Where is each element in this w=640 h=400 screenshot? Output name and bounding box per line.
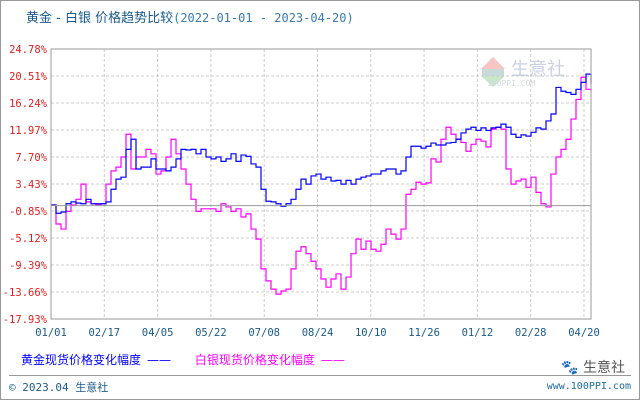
legend-gold-swatch: —— bbox=[147, 353, 172, 367]
x-tick-label: 01/12 bbox=[462, 327, 494, 339]
x-tick-label: 02/28 bbox=[515, 327, 547, 339]
gold-series-line bbox=[51, 73, 592, 214]
y-tick-label: -13.66% bbox=[3, 287, 48, 299]
brand-text: 生意社 bbox=[583, 360, 625, 376]
watermark-logo: 生意社 100PPI.COM bbox=[481, 57, 565, 88]
site-link[interactable]: www.100PPI.com bbox=[546, 381, 631, 392]
x-tick-label: 05/22 bbox=[195, 327, 227, 339]
y-tick-label: 24.78% bbox=[9, 44, 48, 56]
x-tick-label: 02/17 bbox=[88, 327, 120, 339]
legend-silver-label: 白银现货价格变化幅度 bbox=[194, 353, 315, 367]
x-tick-label: 01/01 bbox=[35, 327, 67, 339]
x-tick-label: 11/26 bbox=[408, 327, 440, 339]
x-tick-label: 04/20 bbox=[568, 327, 600, 339]
plot-frame bbox=[50, 48, 592, 320]
line-chart: 生意社 100PPI.COM 24.78% 20.51% 16.24% 11.97% 7… bbox=[3, 44, 600, 339]
x-tick-label: 08/24 bbox=[302, 327, 334, 339]
brand-logo: 🐾 生意社 bbox=[561, 360, 625, 376]
y-tick-label: -0.85% bbox=[9, 206, 48, 218]
x-tick-label: 04/05 bbox=[142, 327, 174, 339]
y-tick-label: -9.39% bbox=[9, 260, 48, 272]
legend-silver-swatch: —— bbox=[320, 353, 345, 367]
y-tick-label: 7.70% bbox=[15, 152, 47, 164]
legend: 黄金现货价格变化幅度 —— 白银现货价格变化幅度 —— bbox=[21, 351, 351, 368]
x-tick-label: 10/10 bbox=[355, 327, 387, 339]
footer-divider bbox=[9, 375, 631, 376]
y-tick-label: -5.12% bbox=[9, 233, 48, 245]
y-tick-label: -17.93% bbox=[3, 314, 48, 326]
x-tick-label: 07/08 bbox=[248, 327, 280, 339]
watermark-text: 生意社 bbox=[511, 59, 565, 80]
legend-gold-label: 黄金现货价格变化幅度 bbox=[21, 353, 142, 367]
y-tick-label: 16.24% bbox=[9, 98, 48, 110]
y-tick-label: 3.43% bbox=[15, 179, 47, 191]
watermark-url: 100PPI.COM bbox=[487, 79, 535, 88]
chart-title: 黄金 - 白银 价格趋势比较(2022-01-01 - 2023-04-20) bbox=[26, 7, 354, 26]
silver-series-line bbox=[51, 76, 592, 295]
title-range: (2022-01-01 - 2023-04-20) bbox=[173, 11, 354, 25]
y-tick-label: 20.51% bbox=[9, 71, 48, 83]
copyright: © 2023.04 生意社 bbox=[9, 381, 109, 394]
y-tick-label: 11.97% bbox=[9, 125, 48, 137]
title-main: 黄金 - 白银 价格趋势比较 bbox=[26, 11, 174, 26]
